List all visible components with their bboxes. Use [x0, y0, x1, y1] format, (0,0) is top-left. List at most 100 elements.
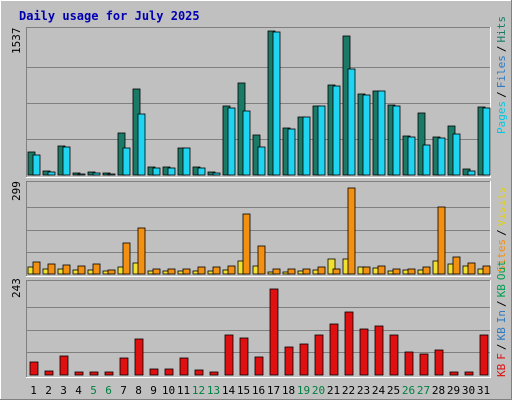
- legend-visits: Visits: [495, 187, 508, 227]
- panel-kb: [26, 280, 491, 378]
- x-tick-label-day-5: 5: [90, 384, 97, 397]
- bar-kb-f-day-22: [344, 311, 354, 376]
- bar-sites-day-2: [47, 263, 56, 275]
- bar-sites-day-18: [287, 268, 296, 275]
- bar-sites-day-21: [332, 268, 341, 275]
- bar-sites-day-31: [482, 265, 491, 275]
- x-tick-label-day-14: 14: [222, 384, 236, 397]
- x-tick-label-day-28: 28: [432, 384, 445, 397]
- bar-files-day-30: [467, 170, 476, 176]
- bar-files-day-5: [92, 172, 101, 176]
- x-tick-label-day-1: 1: [30, 384, 37, 397]
- bar-sites-day-8: [137, 227, 146, 275]
- x-tick-label-day-7: 7: [120, 384, 127, 397]
- bar-kb-f-day-5: [89, 371, 99, 376]
- bar-sites-day-4: [77, 265, 86, 275]
- bar-sites-day-20: [317, 266, 326, 275]
- bar-files-day-18: [287, 128, 296, 176]
- bar-kb-f-day-23: [359, 328, 369, 376]
- legend-sep-4: /: [495, 344, 508, 351]
- bar-sites-day-5: [92, 263, 101, 275]
- bar-sites-day-29: [452, 256, 461, 275]
- x-tick-label-day-22: 22: [342, 384, 355, 397]
- x-tick-label-day-11: 11: [177, 384, 190, 397]
- legend-sites-visits: Sites / Visits: [495, 187, 508, 273]
- bar-kb-f-day-25: [389, 334, 399, 376]
- bar-files-day-1: [32, 154, 41, 176]
- bar-kb-f-day-26: [404, 351, 414, 376]
- legend-hits-files-pages: Pages / Files / Hits: [495, 16, 508, 134]
- bar-files-day-26: [407, 136, 416, 176]
- bar-sites-day-11: [182, 268, 191, 275]
- bar-kb-f-day-12: [194, 369, 204, 376]
- bar-sites-day-30: [467, 262, 476, 275]
- bar-kb-f-day-13: [209, 371, 219, 376]
- x-tick-label-day-26: 26: [402, 384, 415, 397]
- bar-sites-day-23: [362, 266, 371, 275]
- panel-visits-sites: [26, 181, 491, 277]
- bar-files-day-2: [47, 171, 56, 176]
- bar-files-day-7: [122, 147, 131, 176]
- legend-hits: Hits: [495, 16, 508, 43]
- legend-sep-5: /: [495, 300, 508, 307]
- x-tick-label-day-17: 17: [267, 384, 280, 397]
- x-tick-label-day-20: 20: [312, 384, 325, 397]
- legend-files: Files: [495, 55, 508, 88]
- legend-kbout-out: Out: [495, 260, 508, 280]
- bar-sites-day-15: [242, 213, 251, 275]
- bar-sites-day-24: [377, 265, 386, 275]
- legend-kbout-kb: KB: [495, 284, 508, 298]
- legend-kb: KB F / KB In / KB Out: [495, 260, 508, 377]
- bar-kb-f-day-20: [314, 334, 324, 376]
- bar-kb-f-day-16: [254, 356, 264, 376]
- bar-files-day-29: [452, 133, 461, 176]
- bar-files-day-25: [392, 105, 401, 176]
- bar-files-day-20: [317, 105, 326, 176]
- x-tick-label-day-3: 3: [60, 384, 67, 397]
- bar-kb-f-day-3: [59, 355, 69, 376]
- bar-sites-day-22: [347, 187, 356, 275]
- bar-kb-f-day-10: [164, 368, 174, 376]
- bar-files-day-4: [77, 173, 86, 176]
- legend-kbf-kb: KB: [495, 363, 508, 377]
- panel3-ymax-label: 243: [10, 278, 23, 298]
- bar-sites-day-1: [32, 261, 41, 275]
- chart-title: Daily usage for July 2025: [19, 9, 200, 23]
- x-tick-label-day-31: 31: [477, 384, 490, 397]
- bar-sites-day-14: [227, 265, 236, 275]
- bar-files-day-10: [167, 167, 176, 176]
- bar-sites-day-7: [122, 242, 131, 275]
- bar-sites-day-28: [437, 206, 446, 275]
- bar-files-day-21: [332, 85, 341, 176]
- x-tick-label-day-24: 24: [372, 384, 386, 397]
- x-tick-label-day-30: 30: [462, 384, 475, 397]
- bar-kb-f-day-4: [74, 371, 84, 376]
- legend-kbf-f: F: [495, 353, 508, 360]
- bar-files-day-24: [377, 90, 386, 176]
- bar-visits-day-21: [327, 258, 336, 275]
- legend-pages: Pages: [495, 101, 508, 134]
- bar-files-day-22: [347, 68, 356, 176]
- x-tick-label-day-25: 25: [387, 384, 400, 397]
- x-tick-label-day-2: 2: [45, 384, 52, 397]
- x-tick-label-day-29: 29: [447, 384, 460, 397]
- bar-sites-day-10: [167, 268, 176, 275]
- bar-kb-f-day-11: [179, 357, 189, 376]
- x-tick-label-day-9: 9: [150, 384, 157, 397]
- bar-files-day-8: [137, 113, 146, 176]
- bar-kb-f-day-7: [119, 357, 129, 376]
- bar-kb-f-day-1: [29, 361, 39, 376]
- bar-kb-f-day-29: [449, 371, 459, 376]
- x-tick-label-day-13: 13: [207, 384, 220, 397]
- bar-sites-day-9: [152, 268, 161, 275]
- bar-kb-f-day-24: [374, 325, 384, 376]
- bar-kb-f-day-18: [284, 346, 294, 376]
- bar-files-day-17: [272, 31, 281, 176]
- bar-sites-day-3: [62, 264, 71, 275]
- legend-sites: Sites: [495, 239, 508, 272]
- bar-files-day-12: [197, 167, 206, 176]
- x-tick-label-day-6: 6: [105, 384, 112, 397]
- bar-files-day-11: [182, 147, 191, 176]
- bar-kb-f-day-6: [104, 371, 114, 376]
